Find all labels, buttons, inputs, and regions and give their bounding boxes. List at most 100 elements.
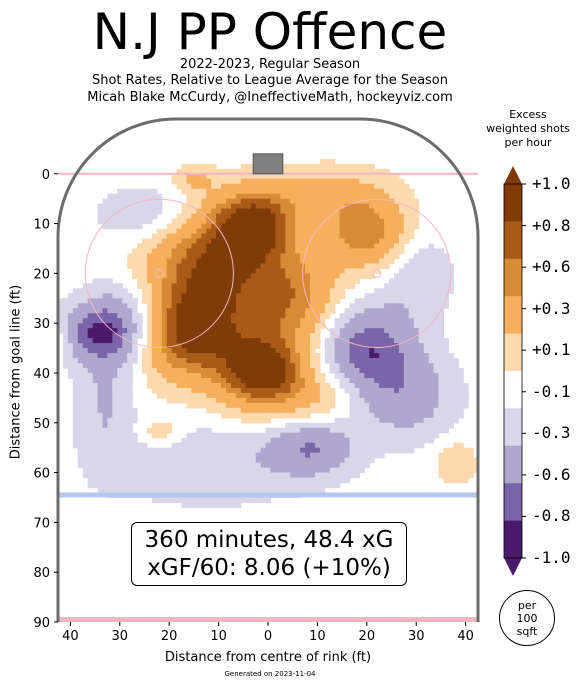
heat-cell bbox=[245, 333, 252, 339]
heat-cell bbox=[374, 233, 380, 240]
heat-cell bbox=[398, 363, 405, 369]
heat-cell bbox=[270, 253, 277, 260]
heat-cell bbox=[235, 168, 242, 175]
heat-cell bbox=[117, 313, 123, 319]
heat-cell bbox=[305, 427, 311, 434]
colorbar-segment bbox=[504, 445, 522, 484]
heat-cell bbox=[82, 422, 89, 429]
heat-cell bbox=[181, 288, 188, 294]
heat-cell bbox=[280, 273, 286, 279]
heat-cell bbox=[324, 382, 331, 389]
heat-cell bbox=[374, 208, 380, 215]
heat-cell bbox=[230, 397, 237, 404]
heat-cell bbox=[300, 363, 306, 369]
heat-cell bbox=[117, 223, 123, 230]
heat-cell bbox=[146, 372, 153, 379]
heat-cell bbox=[310, 318, 316, 324]
heat-cell bbox=[191, 193, 197, 200]
heat-cell bbox=[230, 308, 237, 314]
heat-cell bbox=[265, 208, 272, 215]
heat-cell bbox=[359, 253, 365, 260]
heat-cell bbox=[97, 462, 104, 469]
heat-cell bbox=[344, 248, 351, 255]
heat-cell bbox=[389, 427, 395, 434]
heat-cell bbox=[206, 487, 212, 494]
heat-cell bbox=[250, 363, 257, 369]
heat-cell bbox=[122, 338, 128, 344]
heat-cell bbox=[117, 338, 123, 344]
heat-cell bbox=[117, 193, 123, 200]
heat-cell bbox=[102, 218, 109, 225]
heat-cell bbox=[216, 213, 222, 220]
heat-cell bbox=[166, 283, 173, 289]
heat-cell bbox=[132, 248, 138, 255]
heat-cell bbox=[374, 377, 380, 384]
heat-cell bbox=[285, 412, 291, 419]
centre-red-line bbox=[58, 617, 478, 623]
heat-cell bbox=[423, 377, 430, 384]
heat-cell bbox=[260, 248, 267, 255]
heat-cell bbox=[156, 308, 163, 314]
heat-cell bbox=[235, 208, 242, 215]
heat-cell bbox=[260, 457, 267, 464]
heat-cell bbox=[394, 402, 400, 409]
heat-cell bbox=[285, 457, 291, 464]
heat-cell bbox=[156, 422, 163, 429]
heat-cell bbox=[319, 258, 326, 265]
heat-cell bbox=[428, 387, 435, 394]
heat-cell bbox=[250, 243, 257, 250]
heat-cell bbox=[394, 228, 400, 235]
heat-cell bbox=[305, 303, 311, 309]
heat-cell bbox=[132, 482, 138, 489]
heat-cell bbox=[240, 308, 247, 314]
heat-cell bbox=[354, 263, 361, 270]
heat-cell bbox=[398, 422, 405, 429]
heat-cell bbox=[369, 218, 375, 225]
heat-cell bbox=[161, 368, 168, 374]
heat-cell bbox=[349, 208, 356, 215]
heat-cell bbox=[171, 228, 178, 235]
heat-cell bbox=[438, 348, 445, 354]
heat-cell bbox=[329, 273, 336, 279]
heat-cell bbox=[260, 308, 267, 314]
heat-cell bbox=[275, 273, 281, 279]
heat-cell bbox=[300, 323, 306, 329]
heat-cell bbox=[270, 397, 277, 404]
heat-cell bbox=[379, 387, 385, 394]
heat-cell bbox=[196, 387, 202, 394]
heat-cell bbox=[314, 487, 321, 494]
heat-cell bbox=[374, 372, 380, 379]
heat-cell bbox=[161, 477, 168, 484]
heat-cell bbox=[260, 338, 267, 344]
heat-cell bbox=[221, 348, 227, 354]
heat-cell bbox=[394, 193, 400, 200]
heat-cell bbox=[240, 387, 247, 394]
heat-cell bbox=[117, 462, 123, 469]
heat-cell bbox=[349, 353, 356, 359]
heat-cell bbox=[196, 293, 202, 299]
heat-cell bbox=[324, 457, 331, 464]
heat-cell bbox=[117, 407, 123, 414]
heat-cell bbox=[329, 178, 336, 185]
heat-cell bbox=[290, 183, 296, 190]
heat-cell bbox=[221, 213, 227, 220]
heat-cell bbox=[107, 323, 113, 329]
heat-cell bbox=[62, 298, 69, 304]
heat-cell bbox=[310, 397, 316, 404]
heat-cell bbox=[359, 258, 365, 265]
heat-cell bbox=[245, 278, 252, 284]
heat-cell bbox=[305, 248, 311, 255]
heat-cell bbox=[329, 442, 336, 449]
heat-cell bbox=[211, 198, 217, 205]
heat-cell bbox=[221, 447, 227, 454]
heat-cell bbox=[275, 208, 281, 215]
colorbar-segment bbox=[504, 296, 522, 335]
heat-cell bbox=[408, 382, 415, 389]
heat-cell bbox=[408, 273, 415, 279]
heat-cell bbox=[245, 258, 252, 265]
heat-cell bbox=[245, 442, 252, 449]
heat-cell bbox=[339, 457, 346, 464]
heat-cell bbox=[433, 318, 440, 324]
heat-cell bbox=[384, 253, 390, 260]
heat-cell bbox=[305, 188, 311, 195]
